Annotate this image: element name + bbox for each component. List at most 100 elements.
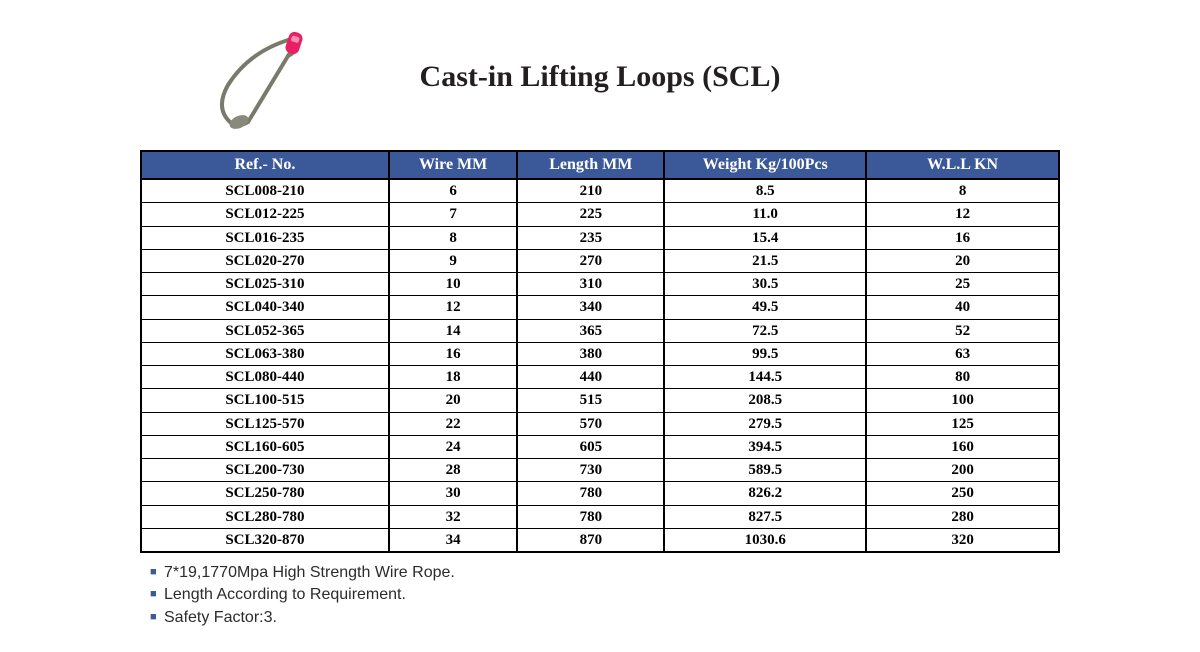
- table-cell: 34: [389, 528, 518, 552]
- footnote-text: Length According to Requirement.: [164, 586, 406, 603]
- table-cell: 20: [866, 249, 1059, 272]
- table-cell: 12: [866, 203, 1059, 226]
- table-cell: 49.5: [664, 296, 866, 319]
- spec-table-container: Ref.- No. Wire MM Length MM Weight Kg/10…: [140, 150, 1060, 553]
- table-cell: 80: [866, 366, 1059, 389]
- table-cell: 125: [866, 412, 1059, 435]
- table-cell: SCL200-730: [141, 459, 389, 482]
- table-cell: 16: [866, 226, 1059, 249]
- table-cell: 40: [866, 296, 1059, 319]
- table-cell: 144.5: [664, 366, 866, 389]
- table-cell: 10: [389, 273, 518, 296]
- footnote-text: Safety Factor:3.: [164, 609, 277, 626]
- col-header-wll: W.L.L KN: [866, 151, 1059, 179]
- table-cell: 780: [517, 505, 664, 528]
- col-header-wire: Wire MM: [389, 151, 518, 179]
- table-row: SCL025-3101031030.525: [141, 273, 1059, 296]
- table-cell: 730: [517, 459, 664, 482]
- table-cell: 570: [517, 412, 664, 435]
- table-cell: 1030.6: [664, 528, 866, 552]
- table-cell: 160: [866, 435, 1059, 458]
- table-cell: 270: [517, 249, 664, 272]
- table-row: SCL008-21062108.58: [141, 179, 1059, 203]
- table-cell: SCL160-605: [141, 435, 389, 458]
- table-cell: 225: [517, 203, 664, 226]
- col-header-ref: Ref.- No.: [141, 151, 389, 179]
- table-row: SCL100-51520515208.5100: [141, 389, 1059, 412]
- table-cell: 16: [389, 342, 518, 365]
- table-row: SCL040-3401234049.540: [141, 296, 1059, 319]
- table-cell: 394.5: [664, 435, 866, 458]
- table-cell: 279.5: [664, 412, 866, 435]
- table-row: SCL250-78030780826.2250: [141, 482, 1059, 505]
- table-cell: 28: [389, 459, 518, 482]
- table-cell: SCL063-380: [141, 342, 389, 365]
- footnote-item: ■Length According to Requirement.: [150, 584, 455, 606]
- table-cell: 6: [389, 179, 518, 203]
- table-row: SCL125-57022570279.5125: [141, 412, 1059, 435]
- table-cell: 7: [389, 203, 518, 226]
- table-cell: SCL280-780: [141, 505, 389, 528]
- table-cell: 8.5: [664, 179, 866, 203]
- table-cell: 21.5: [664, 249, 866, 272]
- footnotes: ■7*19,1770Mpa High Strength Wire Rope. ■…: [150, 562, 455, 629]
- table-cell: SCL320-870: [141, 528, 389, 552]
- table-cell: SCL040-340: [141, 296, 389, 319]
- table-cell: 280: [866, 505, 1059, 528]
- table-cell: 208.5: [664, 389, 866, 412]
- footnote-item: ■Safety Factor:3.: [150, 607, 455, 629]
- table-cell: SCL016-235: [141, 226, 389, 249]
- table-cell: SCL100-515: [141, 389, 389, 412]
- table-cell: 9: [389, 249, 518, 272]
- table-cell: 32: [389, 505, 518, 528]
- table-cell: 63: [866, 342, 1059, 365]
- table-row: SCL063-3801638099.563: [141, 342, 1059, 365]
- table-row: SCL320-870348701030.6320: [141, 528, 1059, 552]
- table-row: SCL020-270927021.520: [141, 249, 1059, 272]
- col-header-weight: Weight Kg/100Pcs: [664, 151, 866, 179]
- table-cell: 210: [517, 179, 664, 203]
- table-cell: 200: [866, 459, 1059, 482]
- table-cell: 8: [866, 179, 1059, 203]
- table-cell: 20: [389, 389, 518, 412]
- table-cell: 515: [517, 389, 664, 412]
- col-header-length: Length MM: [517, 151, 664, 179]
- table-cell: SCL020-270: [141, 249, 389, 272]
- table-row: SCL200-73028730589.5200: [141, 459, 1059, 482]
- table-cell: 440: [517, 366, 664, 389]
- table-cell: 235: [517, 226, 664, 249]
- table-cell: SCL008-210: [141, 179, 389, 203]
- table-cell: 52: [866, 319, 1059, 342]
- table-row: SCL016-235823515.416: [141, 226, 1059, 249]
- bullet-icon: ■: [150, 565, 164, 580]
- table-cell: 14: [389, 319, 518, 342]
- table-header-row: Ref.- No. Wire MM Length MM Weight Kg/10…: [141, 151, 1059, 179]
- table-cell: 18: [389, 366, 518, 389]
- table-cell: 99.5: [664, 342, 866, 365]
- table-cell: 380: [517, 342, 664, 365]
- table-cell: 25: [866, 273, 1059, 296]
- table-cell: 780: [517, 482, 664, 505]
- table-cell: 72.5: [664, 319, 866, 342]
- table-cell: 8: [389, 226, 518, 249]
- table-cell: 827.5: [664, 505, 866, 528]
- table-cell: 605: [517, 435, 664, 458]
- table-cell: 340: [517, 296, 664, 319]
- table-cell: 22: [389, 412, 518, 435]
- table-cell: 100: [866, 389, 1059, 412]
- spec-table: Ref.- No. Wire MM Length MM Weight Kg/10…: [140, 150, 1060, 553]
- table-cell: 15.4: [664, 226, 866, 249]
- table-cell: SCL125-570: [141, 412, 389, 435]
- footnote-item: ■7*19,1770Mpa High Strength Wire Rope.: [150, 562, 455, 584]
- table-cell: 24: [389, 435, 518, 458]
- table-cell: 365: [517, 319, 664, 342]
- table-cell: SCL080-440: [141, 366, 389, 389]
- table-cell: 250: [866, 482, 1059, 505]
- table-row: SCL160-60524605394.5160: [141, 435, 1059, 458]
- table-cell: SCL052-365: [141, 319, 389, 342]
- table-row: SCL012-225722511.012: [141, 203, 1059, 226]
- bullet-icon: ■: [150, 610, 164, 625]
- bullet-icon: ■: [150, 587, 164, 602]
- table-cell: SCL012-225: [141, 203, 389, 226]
- table-cell: 11.0: [664, 203, 866, 226]
